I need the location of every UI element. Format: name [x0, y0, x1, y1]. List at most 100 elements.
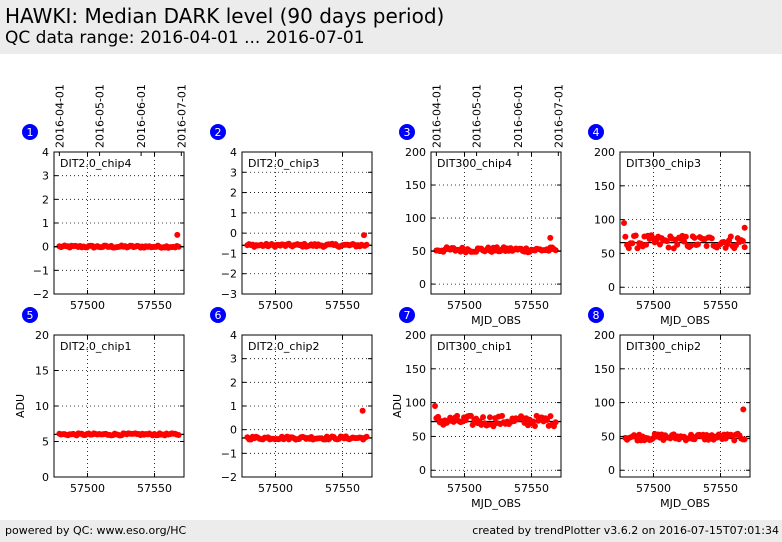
- plot-frame: [619, 334, 751, 478]
- y-tick-label: −2: [221, 268, 237, 281]
- data-point: [682, 233, 689, 240]
- chart-panel-2: −3 −2 −1 0 1 2 3 4 57500 57550 DIT2.0_chip3 2: [210, 124, 373, 312]
- panel-label: DIT2.0_chip4: [60, 157, 131, 170]
- report-header: HAWKI: Median DARK level (90 days period…: [0, 0, 782, 54]
- panel-number-badge: [210, 307, 226, 323]
- y-axis-label: ADU: [391, 394, 404, 418]
- footer-credit[interactable]: powered by QC: www.eso.org/HC: [5, 524, 187, 537]
- report-title: HAWKI: Median DARK level (90 days period…: [5, 4, 445, 28]
- data-point: [175, 431, 182, 438]
- panel-number: 5: [27, 309, 34, 322]
- panel-number: 6: [215, 309, 222, 322]
- date-tick-label: 2016-04-01: [430, 84, 443, 148]
- panel-number: 8: [593, 309, 600, 322]
- y-tick-label: 15: [35, 365, 49, 378]
- plot-frame: [619, 151, 751, 295]
- y-tick-label: 0: [419, 278, 426, 291]
- panel-number: 1: [27, 126, 34, 139]
- chart-panel-8: 0 50 100 150 200 57500 57550 DIT300_chip2 MJD_OB…: [588, 307, 751, 510]
- report-footer: powered by QC: www.eso.org/HC created by…: [0, 520, 782, 542]
- x-tick-label: 57550: [137, 299, 172, 312]
- chart-panel-7: 0 50 100 150 200 57500 57550 DIT300_chip1 MJD_OB…: [391, 307, 562, 510]
- chart-panel-1: −2 −1 0 1 2 3 4 57500 57550 DIT2.0_chip4 1 2016-04-…: [22, 84, 188, 312]
- data-point: [621, 220, 628, 226]
- y-tick-label: 150: [405, 179, 426, 192]
- chart-panel-4: 0 50 100 150 200 57500 57550 DIT300_chip3 MJD_OB…: [588, 124, 751, 327]
- date-tick-label: 2016-05-01: [94, 84, 107, 148]
- y-tick-label: 0: [42, 241, 49, 254]
- y-tick-label: 0: [42, 471, 49, 484]
- y-tick-label: 4: [230, 329, 237, 342]
- date-tick-label: 2016-04-01: [53, 84, 66, 148]
- data-point: [363, 433, 370, 440]
- date-tick-label: 2016-07-01: [552, 84, 565, 148]
- footer-generator: created by trendPlotter v3.6.2 on 2016-0…: [472, 524, 779, 537]
- y-tick-label: 4: [42, 146, 49, 159]
- x-tick-label: 57500: [70, 299, 105, 312]
- y-tick-label: 3: [230, 166, 237, 179]
- plot-frame: [430, 334, 562, 478]
- y-tick-label: 50: [412, 430, 426, 443]
- date-tick-label: 2016-05-01: [471, 84, 484, 148]
- data-point: [741, 244, 748, 251]
- panel-label: DIT300_chip4: [437, 157, 512, 170]
- y-tick-label: 0: [608, 464, 615, 477]
- data-point: [741, 224, 748, 231]
- data-point: [727, 233, 734, 240]
- x-tick-label: 57500: [447, 482, 482, 495]
- panel-label: DIT300_chip3: [626, 157, 701, 170]
- x-tick-label: 57500: [636, 299, 671, 312]
- y-tick-label: 4: [230, 146, 237, 159]
- x-tick-label: 57500: [636, 482, 671, 495]
- data-point: [454, 412, 461, 419]
- y-tick-label: −3: [221, 288, 237, 301]
- chart-panel-3: 0 50 100 150 200 57500 57550 DIT300_chip4 MJD_OB…: [399, 84, 565, 327]
- y-tick-label: 2: [230, 187, 237, 200]
- data-point: [450, 418, 457, 425]
- y-tick-label: 1: [230, 400, 237, 413]
- panel-number: 7: [404, 309, 411, 322]
- x-tick-label: 57550: [703, 299, 738, 312]
- plot-frame: [430, 151, 562, 295]
- x-axis-label: MJD_OBS: [471, 497, 521, 510]
- panel-label: DIT2.0_chip2: [248, 340, 319, 353]
- data-point: [359, 407, 366, 414]
- data-point: [467, 412, 474, 419]
- y-tick-label: 100: [405, 212, 426, 225]
- y-tick-label: 10: [35, 400, 49, 413]
- panel-label: DIT2.0_chip3: [248, 157, 319, 170]
- data-point: [622, 233, 629, 240]
- y-tick-label: 2: [230, 376, 237, 389]
- x-tick-label: 57550: [137, 482, 172, 495]
- panel-number: 4: [593, 126, 600, 139]
- panel-number-badge: [588, 307, 604, 323]
- y-tick-label: 5: [42, 436, 49, 449]
- y-tick-label: −1: [33, 264, 49, 277]
- data-point: [174, 231, 181, 238]
- y-tick-label: 200: [405, 329, 426, 342]
- data-point: [175, 243, 182, 250]
- data-point: [469, 421, 476, 428]
- x-tick-label: 57550: [325, 299, 360, 312]
- x-axis-label: MJD_OBS: [660, 497, 710, 510]
- y-tick-label: 50: [601, 247, 615, 260]
- data-point: [643, 241, 650, 248]
- data-point: [531, 422, 538, 429]
- data-point: [632, 232, 639, 239]
- y-tick-label: 50: [601, 430, 615, 443]
- y-tick-label: −2: [221, 471, 237, 484]
- data-point: [741, 436, 748, 443]
- data-point: [691, 234, 698, 241]
- plot-frame: [241, 151, 373, 295]
- x-axis-label: MJD_OBS: [660, 314, 710, 327]
- y-tick-label: 3: [42, 170, 49, 183]
- y-tick-label: 2: [42, 193, 49, 206]
- data-point: [634, 245, 641, 252]
- x-tick-label: 57500: [447, 299, 482, 312]
- data-point: [499, 412, 506, 419]
- data-point: [674, 241, 681, 248]
- data-point: [486, 414, 493, 421]
- panel-number-badge: [22, 307, 38, 323]
- data-point: [663, 238, 670, 245]
